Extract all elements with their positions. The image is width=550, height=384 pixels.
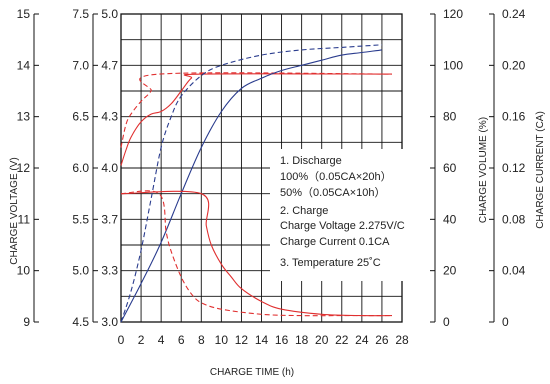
- y-tick-label: 0.04: [502, 264, 526, 278]
- y-tick-label: 12: [17, 161, 31, 175]
- y-tick-label: 3.7: [101, 212, 118, 226]
- x-tick-label: 0: [118, 333, 125, 347]
- y-tick-label: 15: [17, 7, 31, 21]
- y-tick-label: 5.0: [72, 264, 89, 278]
- y-tick-label: 100: [443, 58, 463, 72]
- y-tick-label: 0: [502, 315, 509, 329]
- x-tick-label: 24: [355, 333, 369, 347]
- current-curve-50pct: [120, 190, 392, 317]
- x-tick-label: 22: [335, 333, 349, 347]
- y-tick-label: 5.5: [72, 212, 89, 226]
- annotation-line: 100%（0.05CA×20h）: [280, 170, 392, 183]
- data-series: [120, 44, 393, 323]
- annotation-line: 1. Discharge: [280, 155, 342, 167]
- annotation-line: Charge Voltage 2.275V/C: [280, 220, 405, 232]
- y-axis-label-current: CHARGE CURRENT (CA): [535, 111, 546, 229]
- y-tick-label: 0: [443, 315, 450, 329]
- x-tick-label: 12: [235, 333, 249, 347]
- y-tick-label: 9: [23, 315, 30, 329]
- y-axis-label-volume: CHARGE VOLUME (%): [478, 117, 489, 223]
- y-tick-label: 14: [17, 58, 31, 72]
- x-tick-label: 6: [178, 333, 185, 347]
- y-tick-label: 0.08: [502, 212, 526, 226]
- x-tick-label: 16: [275, 333, 289, 347]
- y-tick-label: 5.0: [101, 7, 118, 21]
- annotation-box: 1. Discharge 100%（0.05CA×20h） 50%（0.05CA×1…: [270, 149, 408, 281]
- annotation-line: 50%（0.05CA×10h）: [280, 186, 385, 199]
- voltage-curve-100pct: [120, 73, 393, 166]
- axes: 0 2 4 6 8 10 12 14 16 18 20 22 24 26 2891011121314154.…: [17, 7, 526, 347]
- y-tick-label: 0.24: [502, 7, 526, 21]
- x-tick-label: 14: [255, 333, 269, 347]
- voltage-curve-50pct: [120, 72, 393, 148]
- x-tick-label: 10: [215, 333, 229, 347]
- y-tick-label: 80: [443, 110, 457, 124]
- y-tick-label: 6.5: [72, 110, 89, 124]
- x-tick-label: 20: [315, 333, 329, 347]
- x-tick-label: 2: [138, 333, 145, 347]
- x-axis-label: CHARGE TIME (h): [210, 367, 294, 378]
- x-tick-label: 4: [158, 333, 165, 347]
- y-tick-label: 3.0: [101, 315, 118, 329]
- y-tick-label: 4.0: [101, 161, 118, 175]
- y-tick-label: 11: [18, 212, 31, 226]
- y-tick-label: 60: [443, 161, 457, 175]
- y-tick-label: 4.3: [101, 110, 118, 124]
- y-tick-label: 0.16: [502, 110, 526, 124]
- y-tick-label: 0.12: [502, 161, 526, 175]
- annotation-line: 2. Charge: [280, 205, 328, 217]
- y-tick-label: 4.7: [101, 58, 118, 72]
- x-tick-label: 8: [198, 333, 205, 347]
- y-axis-label-voltage: CHARGE VOLTAGE (V): [9, 157, 20, 264]
- y-tick-label: 0.20: [502, 58, 526, 72]
- y-tick-label: 3.3: [101, 264, 118, 278]
- y-tick-label: 7.5: [72, 7, 89, 21]
- y-tick-label: 4.5: [72, 315, 89, 329]
- y-tick-label: 20: [443, 264, 457, 278]
- y-tick-label: 6.0: [72, 161, 89, 175]
- x-tick-label: 26: [375, 333, 389, 347]
- y-tick-label: 120: [443, 7, 463, 21]
- annotation-line: 3. Temperature 25˚C: [280, 257, 381, 269]
- y-tick-label: 10: [17, 264, 31, 278]
- y-tick-label: 13: [17, 110, 31, 124]
- y-tick-label: 40: [443, 212, 457, 226]
- volume-curve-50pct: [120, 44, 382, 323]
- x-tick-label: 18: [295, 333, 309, 347]
- current-curve-100pct: [120, 190, 393, 317]
- annotation-background: [270, 149, 408, 281]
- volume-curve-100pct: [120, 49, 382, 323]
- annotation-line: Charge Current 0.1CA: [280, 236, 390, 248]
- y-tick-label: 7.0: [72, 58, 89, 72]
- x-tick-label: 28: [395, 333, 409, 347]
